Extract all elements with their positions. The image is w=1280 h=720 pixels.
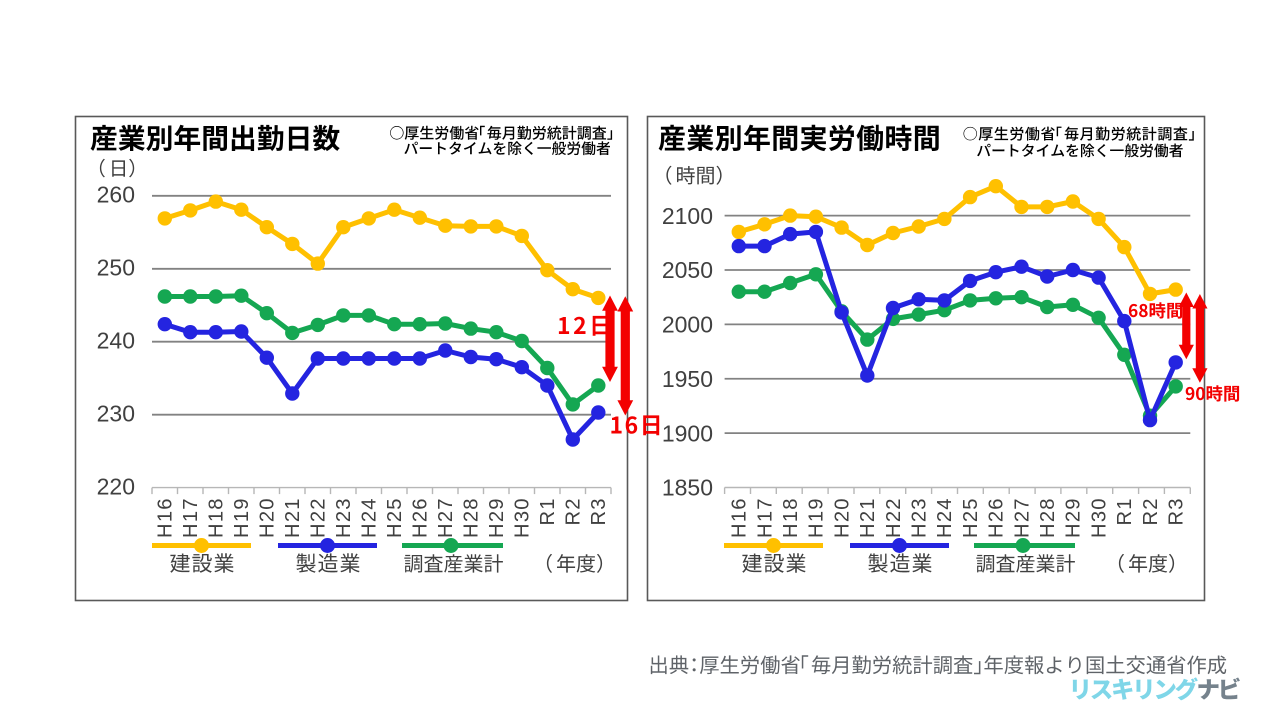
svg-text:H21: H21 <box>857 497 879 538</box>
svg-text:H23: H23 <box>333 497 355 538</box>
svg-text:H24: H24 <box>359 497 381 538</box>
svg-text:1850: 1850 <box>662 475 713 501</box>
svg-text:H20: H20 <box>831 497 853 538</box>
svg-text:H17: H17 <box>754 497 776 538</box>
svg-text:H19: H19 <box>231 497 253 538</box>
svg-text:240: 240 <box>97 328 135 354</box>
svg-text:H18: H18 <box>206 497 228 538</box>
svg-text:R2: R2 <box>1140 497 1162 525</box>
svg-text:H27: H27 <box>435 497 457 538</box>
svg-text:H17: H17 <box>180 497 202 538</box>
svg-text:H29: H29 <box>1063 497 1085 538</box>
svg-text:H27: H27 <box>1011 497 1033 538</box>
svg-text:H16: H16 <box>155 497 177 538</box>
svg-text:R3: R3 <box>1166 497 1188 525</box>
svg-text:R3: R3 <box>588 497 610 525</box>
svg-text:H16: H16 <box>729 497 751 538</box>
svg-text:H20: H20 <box>257 497 279 538</box>
svg-text:230: 230 <box>97 401 135 427</box>
svg-text:H28: H28 <box>1037 497 1059 538</box>
svg-text:H22: H22 <box>308 497 330 538</box>
svg-text:H18: H18 <box>780 497 802 538</box>
svg-text:2050: 2050 <box>662 257 713 283</box>
svg-text:2100: 2100 <box>662 203 713 229</box>
svg-text:H30: H30 <box>512 497 534 538</box>
svg-text:250: 250 <box>97 255 135 281</box>
svg-text:H22: H22 <box>883 497 905 538</box>
svg-text:H29: H29 <box>486 497 508 538</box>
svg-text:H25: H25 <box>960 497 982 538</box>
svg-text:1950: 1950 <box>662 366 713 392</box>
svg-text:220: 220 <box>97 474 135 500</box>
svg-text:H28: H28 <box>461 497 483 538</box>
svg-text:H23: H23 <box>909 497 931 538</box>
svg-text:R2: R2 <box>563 497 585 525</box>
svg-text:H26: H26 <box>986 497 1008 538</box>
svg-text:H25: H25 <box>384 497 406 538</box>
svg-text:2000: 2000 <box>662 312 713 338</box>
svg-text:1900: 1900 <box>662 420 713 446</box>
svg-text:H21: H21 <box>282 497 304 538</box>
svg-text:H30: H30 <box>1088 497 1110 538</box>
svg-text:260: 260 <box>97 182 135 208</box>
svg-text:H24: H24 <box>934 497 956 538</box>
svg-text:R1: R1 <box>537 497 559 525</box>
svg-text:H19: H19 <box>806 497 828 538</box>
svg-text:R1: R1 <box>1114 497 1136 525</box>
svg-text:H26: H26 <box>410 497 432 538</box>
